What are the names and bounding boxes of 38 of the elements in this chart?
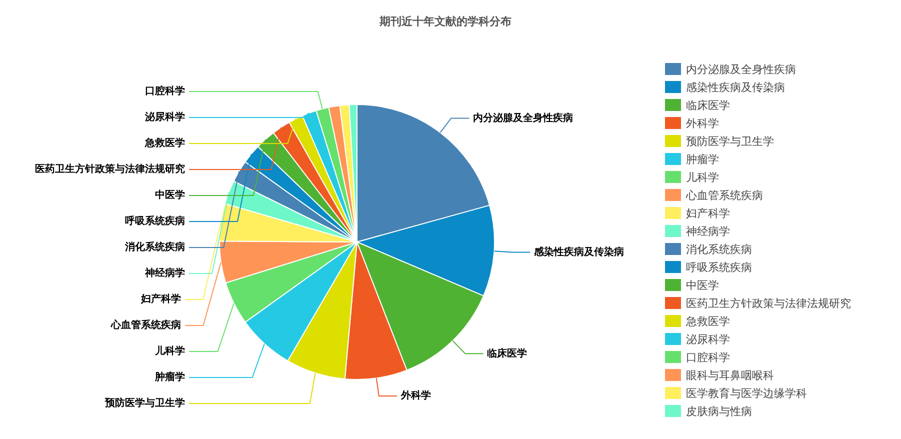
legend-label: 神经病学 xyxy=(686,224,730,238)
slice-label: 临床医学 xyxy=(487,347,528,360)
slice-label: 中医学 xyxy=(155,189,185,202)
slice-label: 儿科学 xyxy=(154,345,185,358)
legend-label: 医药卫生方针政策与法律法规研究 xyxy=(686,296,851,310)
chart-title: 期刊近十年文献的学科分布 xyxy=(378,14,512,29)
legend-label: 儿科学 xyxy=(686,170,719,184)
legend-label: 感染性疾病及传染病 xyxy=(686,80,785,94)
slice-label: 口腔科学 xyxy=(145,85,185,98)
legend-label: 临床医学 xyxy=(686,98,730,112)
slice-label: 妇产科学 xyxy=(140,293,182,306)
legend-label: 心血管系统疾病 xyxy=(686,188,763,202)
legend-label: 医学教育与医学边缘学科 xyxy=(686,386,807,400)
legend-label: 皮肤病与性病 xyxy=(686,404,752,418)
legend-label: 肿瘤学 xyxy=(686,152,719,166)
slice-label: 外科学 xyxy=(400,390,431,402)
legend-label: 外科学 xyxy=(686,116,719,130)
legend-label: 急救医学 xyxy=(686,314,730,328)
slice-label: 神经病学 xyxy=(144,267,185,280)
legend-label: 消化系统疾病 xyxy=(686,242,752,256)
legend-label: 妇产科学 xyxy=(686,206,730,220)
legend-label: 呼吸系统疾病 xyxy=(686,260,752,274)
slice-label: 感染性疾病及传染病 xyxy=(533,246,624,258)
slice-label: 泌尿科学 xyxy=(144,111,185,124)
slice-label: 肿瘤学 xyxy=(154,371,185,384)
legend-label: 预防医学与卫生学 xyxy=(686,134,774,148)
slice-label: 医药卫生方针政策与法律法规研究 xyxy=(35,163,185,176)
legend-label: 内分泌腺及全身性疾病 xyxy=(686,62,796,76)
slice-label: 内分泌腺及全身性疾病 xyxy=(473,112,574,124)
slice-label: 呼吸系统疾病 xyxy=(125,215,185,228)
legend-label: 中医学 xyxy=(686,278,719,292)
slice-label: 消化系统疾病 xyxy=(124,241,185,254)
slice-label: 急救医学 xyxy=(144,137,185,150)
slice-label: 心血管系统疾病 xyxy=(110,319,182,332)
legend-label: 眼科与耳鼻咽喉科 xyxy=(686,368,774,382)
slice-label: 预防医学与卫生学 xyxy=(104,397,185,410)
legend-label: 口腔科学 xyxy=(686,350,730,364)
legend-label: 泌尿科学 xyxy=(686,332,730,346)
